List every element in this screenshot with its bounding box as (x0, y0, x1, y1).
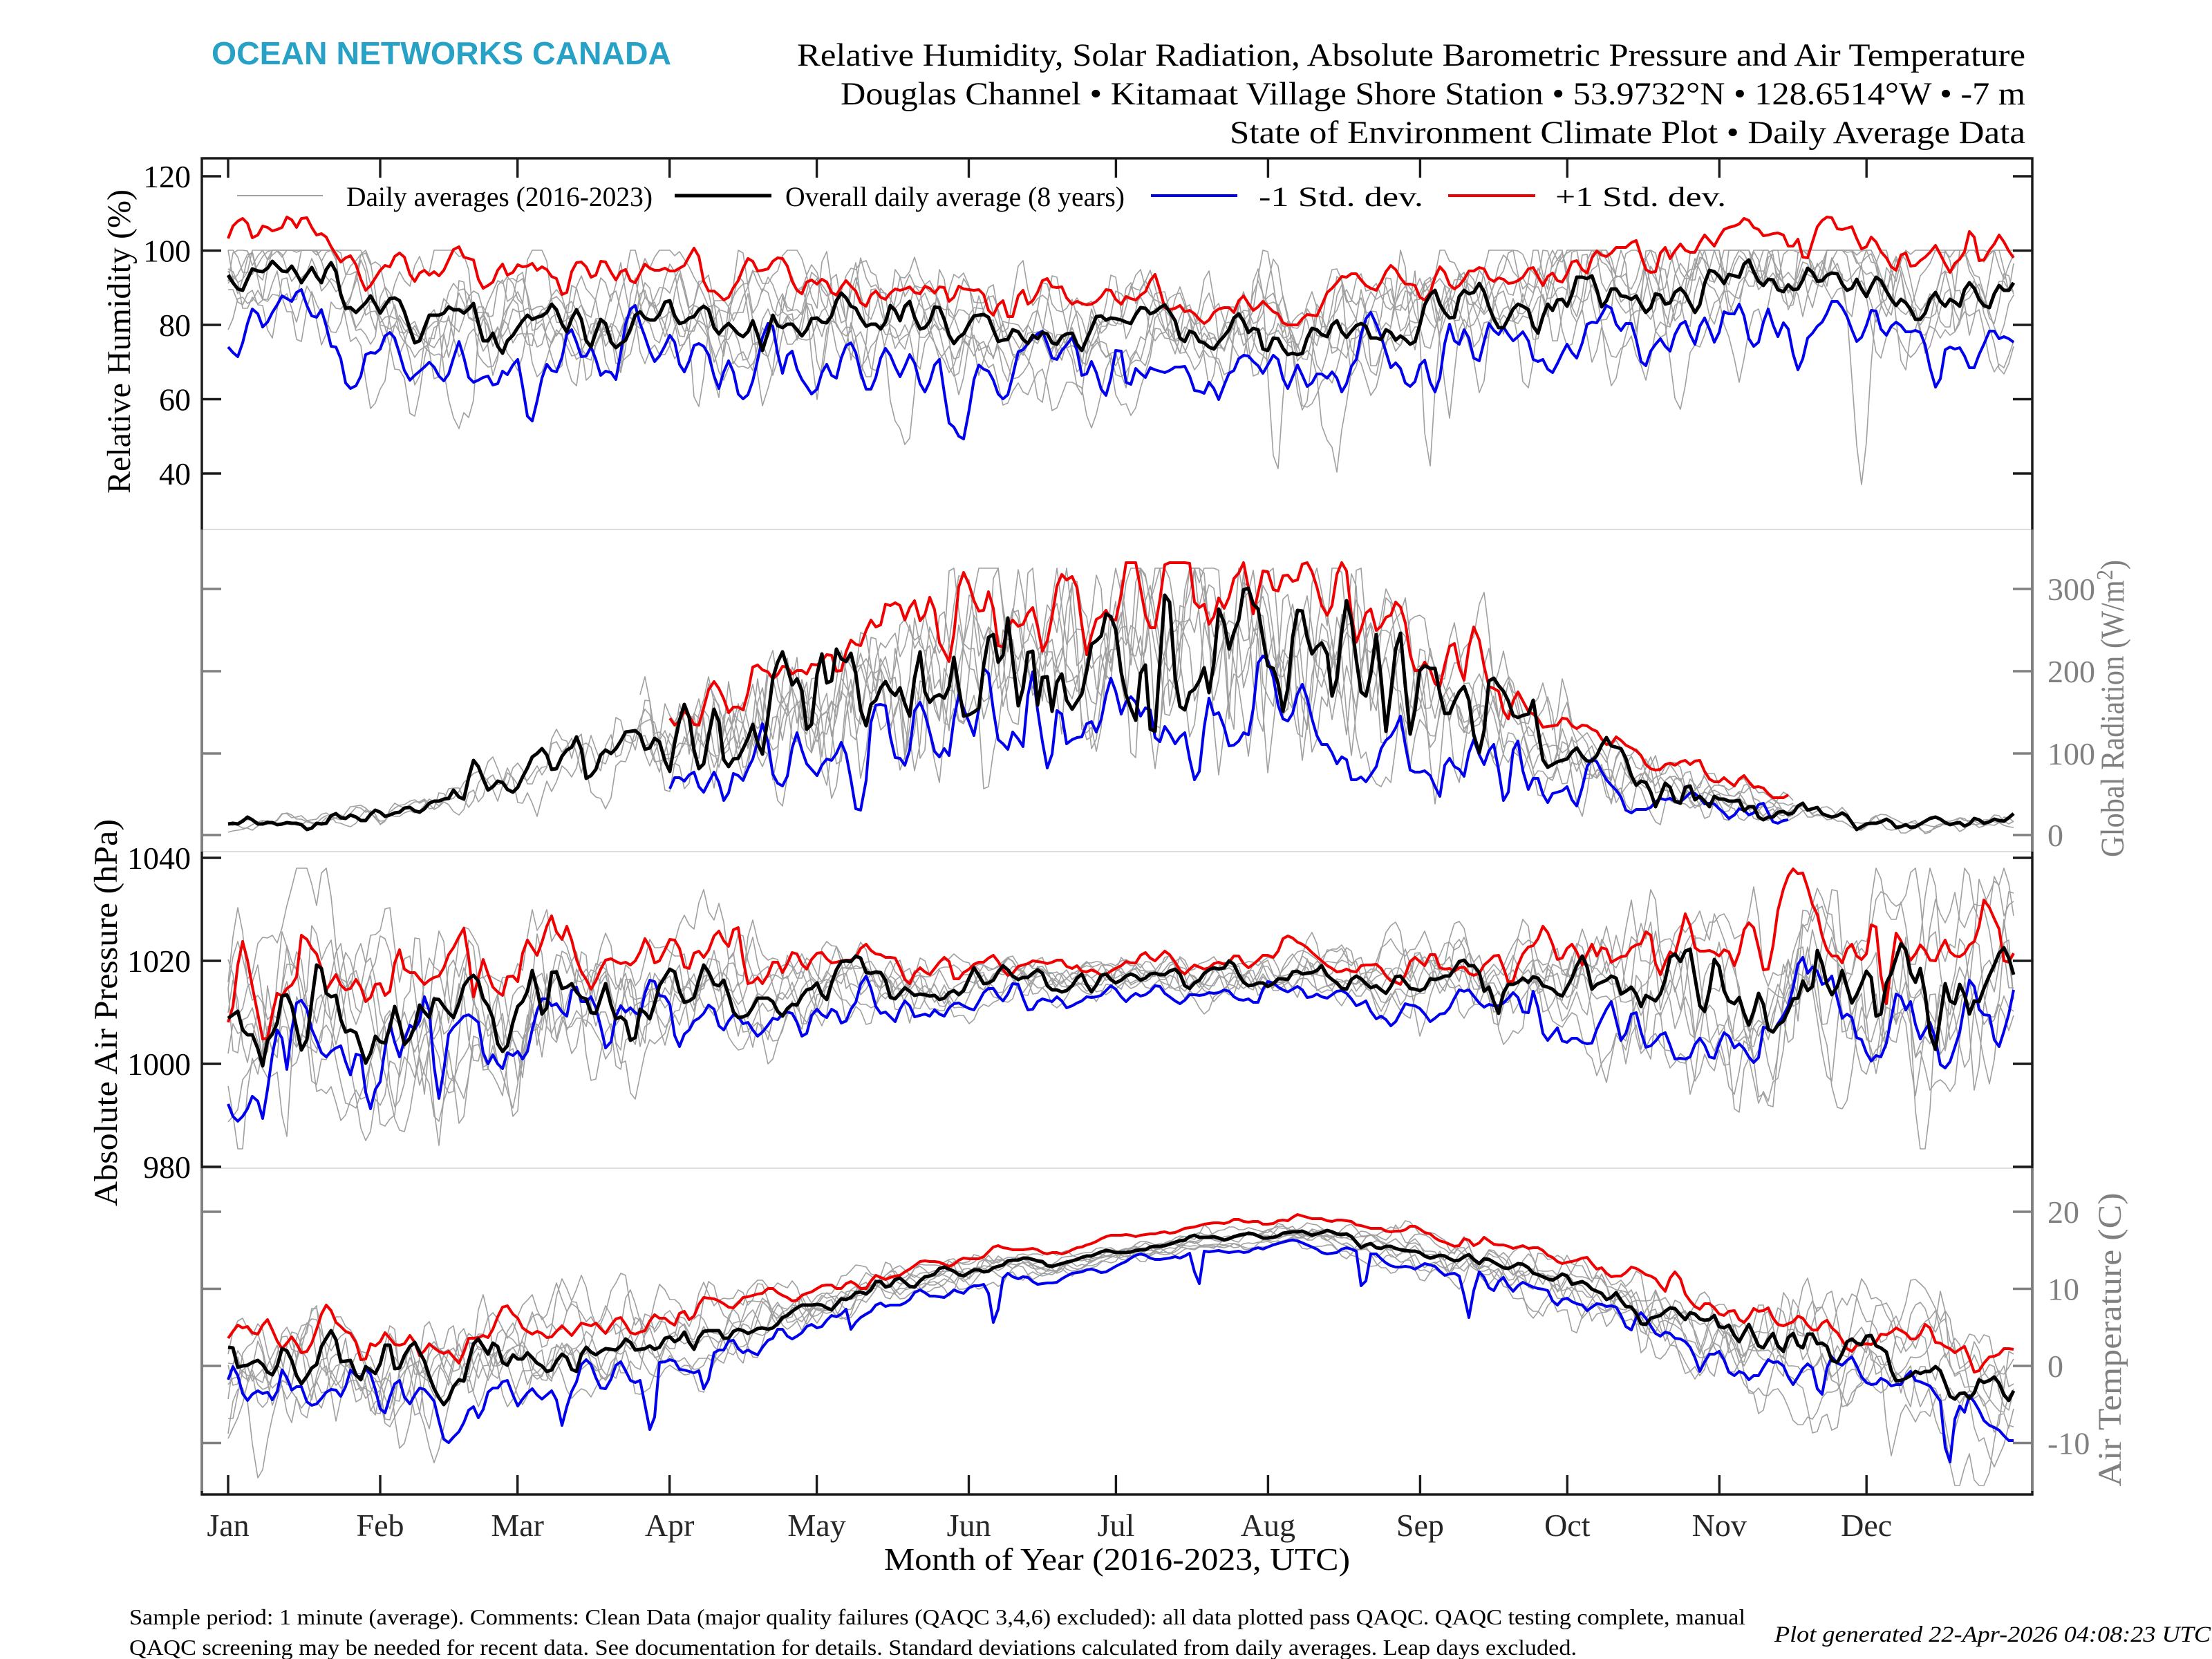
svg-text:300: 300 (2047, 572, 2095, 607)
svg-text:0: 0 (2047, 1349, 2063, 1384)
svg-text:20: 20 (2047, 1194, 2079, 1230)
svg-text:80: 80 (159, 308, 191, 343)
svg-text:May: May (787, 1508, 845, 1543)
svg-text:100: 100 (143, 234, 191, 269)
svg-text:Oct: Oct (1544, 1508, 1591, 1543)
svg-text:0: 0 (2047, 818, 2063, 853)
svg-text:Apr: Apr (645, 1508, 695, 1543)
svg-text:+1 Std. dev.: +1 Std. dev. (1555, 181, 1726, 212)
svg-text:Mar: Mar (491, 1508, 544, 1543)
svg-text:Relative Humidity (%): Relative Humidity (%) (101, 189, 138, 494)
svg-text:10: 10 (2047, 1272, 2079, 1307)
svg-text:Feb: Feb (356, 1508, 404, 1543)
svg-text:200: 200 (2047, 654, 2095, 689)
svg-text:Overall daily average (8 years: Overall daily average (8 years) (785, 181, 1125, 212)
svg-text:Absolute Air Pressure (hPa): Absolute Air Pressure (hPa) (88, 819, 124, 1206)
svg-text:Plot generated 22-Apr-2026 04:: Plot generated 22-Apr-2026 04:08:23 UTC (1774, 1622, 2211, 1647)
svg-text:Month of Year (2016-2023, UTC): Month of Year (2016-2023, UTC) (884, 1541, 1350, 1577)
svg-text:-10: -10 (2047, 1426, 2090, 1461)
svg-text:Global Radiation (W/m2): Global Radiation (W/m2) (2092, 560, 2131, 857)
svg-text:Air Temperature (C): Air Temperature (C) (2092, 1193, 2128, 1487)
svg-text:Sample period: 1 minute (avera: Sample period: 1 minute (average). Comme… (129, 1604, 1745, 1629)
svg-text:Jul: Jul (1098, 1508, 1135, 1543)
svg-text:State of Environment Climate P: State of Environment Climate Plot • Dail… (1230, 115, 2025, 151)
svg-text:100: 100 (2047, 736, 2095, 771)
svg-text:Dec: Dec (1841, 1508, 1892, 1543)
svg-text:1000: 1000 (127, 1047, 191, 1082)
svg-text:-1 Std. dev.: -1 Std. dev. (1259, 181, 1423, 212)
svg-text:Jan: Jan (207, 1508, 249, 1543)
svg-text:Nov: Nov (1692, 1508, 1747, 1543)
svg-text:40: 40 (159, 456, 191, 491)
svg-text:Douglas Channel • Kitamaat Vil: Douglas Channel • Kitamaat Village Shore… (841, 76, 2025, 112)
svg-text:OCEAN NETWORKS CANADA: OCEAN NETWORKS CANADA (212, 35, 671, 71)
svg-text:Aug: Aug (1241, 1508, 1295, 1543)
svg-text:1020: 1020 (127, 944, 191, 979)
svg-text:Relative Humidity, Solar Radia: Relative Humidity, Solar Radiation, Abso… (797, 37, 2025, 73)
svg-text:Daily averages (2016-2023): Daily averages (2016-2023) (346, 181, 653, 212)
svg-text:980: 980 (143, 1150, 191, 1185)
svg-text:Jun: Jun (947, 1508, 991, 1543)
svg-text:Sep: Sep (1396, 1508, 1444, 1543)
svg-text:1040: 1040 (127, 841, 191, 876)
svg-text:60: 60 (159, 382, 191, 418)
svg-text:120: 120 (143, 159, 191, 194)
svg-text:QAQC screening may be needed f: QAQC screening may be needed for recent … (129, 1635, 1577, 1659)
